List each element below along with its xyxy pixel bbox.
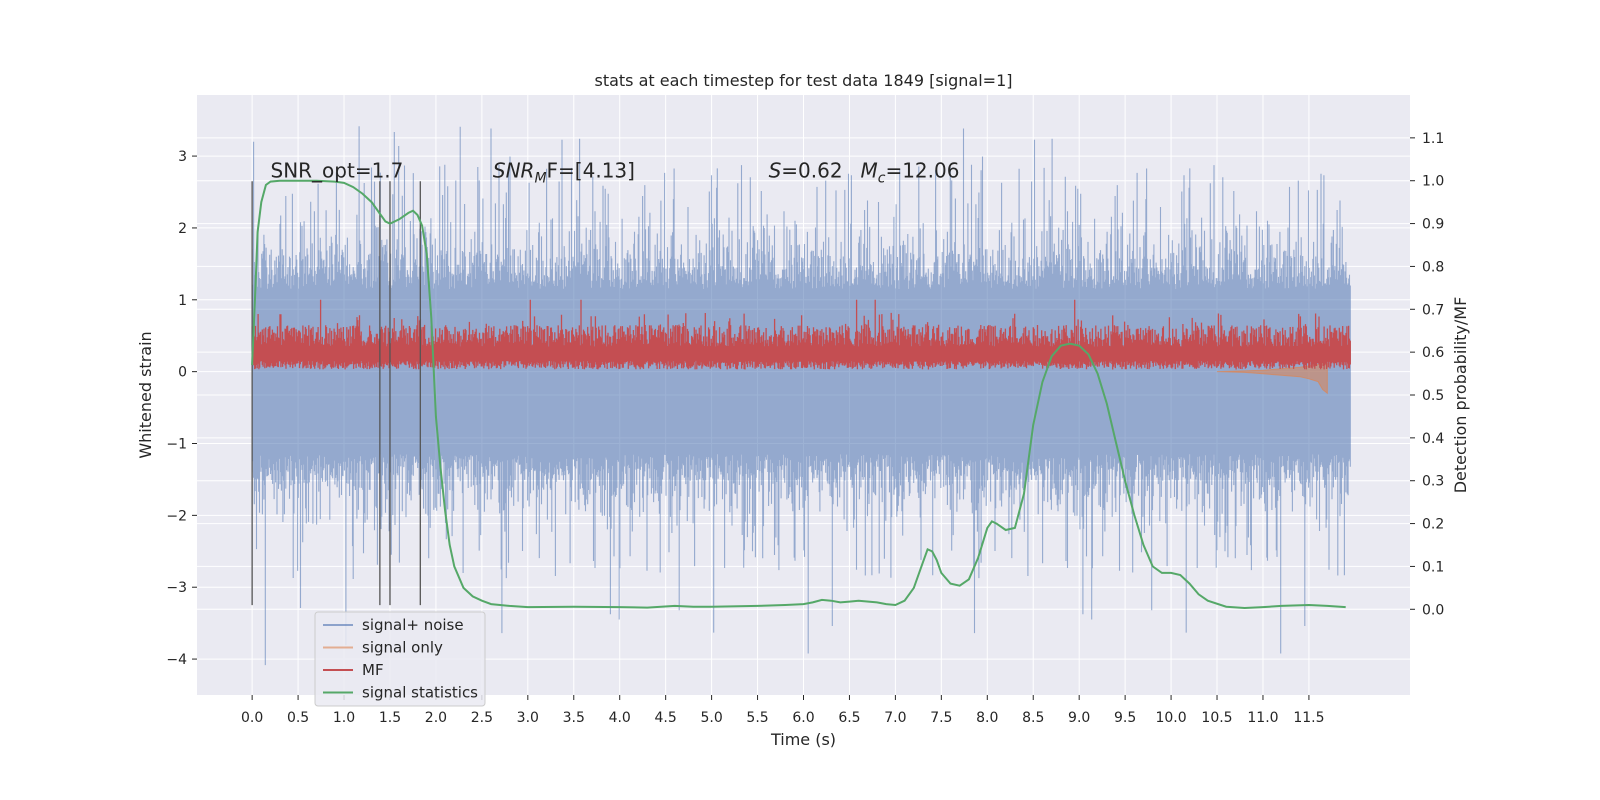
y-tick-label-left: −1 bbox=[166, 437, 187, 453]
annotation-mc: Mc=12.06 bbox=[860, 159, 959, 187]
x-tick-label: 5.5 bbox=[746, 710, 768, 726]
x-tick-label: 6.5 bbox=[838, 710, 860, 726]
y-tick-label-left: 3 bbox=[178, 149, 187, 165]
x-axis-label: Time (s) bbox=[770, 730, 836, 749]
legend-entry-label: signal statistics bbox=[362, 684, 478, 702]
series-signal-only bbox=[1216, 361, 1328, 395]
axis-ticks: 0.0 0.5 1.0 1.5 2.0 2.5 3.0 3.5 4.0 4.5 5.0 5.5 6.0 6… bbox=[166, 131, 1444, 726]
y-tick-label-left: 1 bbox=[178, 293, 187, 309]
y-tick-label-left: −4 bbox=[166, 652, 187, 668]
y-tick-label-left: 0 bbox=[178, 365, 187, 381]
x-tick-label: 9.0 bbox=[1068, 710, 1090, 726]
y-tick-label-right: 0.8 bbox=[1422, 259, 1444, 275]
annotation-snr-mf-symbol: SNR bbox=[493, 159, 535, 183]
line-signal-statistics bbox=[251, 179, 1346, 610]
x-tick-label: 0.0 bbox=[241, 710, 263, 726]
series-signal-statistics bbox=[251, 179, 1346, 610]
x-tick-label: 8.5 bbox=[1022, 710, 1044, 726]
x-tick-label: 6.0 bbox=[792, 710, 814, 726]
y-tick-label-right: 0.7 bbox=[1422, 302, 1444, 318]
y-tick-label-right: 1.0 bbox=[1422, 174, 1444, 190]
y-tick-label-right: 0.6 bbox=[1422, 345, 1444, 361]
annotation-snr-mf-subscript: M bbox=[534, 171, 546, 187]
x-tick-label: 9.5 bbox=[1114, 710, 1136, 726]
annotation-s-symbol: S bbox=[769, 159, 782, 183]
x-tick-label: 4.0 bbox=[609, 710, 631, 726]
y-tick-label-right: 0.5 bbox=[1422, 388, 1444, 404]
annotation-snr-mf: SNRMF=[4.13] bbox=[493, 159, 635, 187]
x-tick-label: 0.5 bbox=[287, 710, 309, 726]
x-tick-label: 7.0 bbox=[884, 710, 906, 726]
y-axis-left-label: Whitened strain bbox=[136, 331, 155, 458]
x-tick-label: 5.0 bbox=[700, 710, 722, 726]
annotation-s: S=0.62 bbox=[769, 159, 843, 183]
x-tick-label: 11.5 bbox=[1293, 710, 1324, 726]
x-tick-label: 2.5 bbox=[471, 710, 493, 726]
x-tick-label: 3.5 bbox=[563, 710, 585, 726]
x-tick-label: 2.0 bbox=[425, 710, 447, 726]
y-tick-label-left: 2 bbox=[178, 221, 187, 237]
legend-entry-label: MF bbox=[362, 661, 384, 679]
vertical-markers bbox=[251, 181, 421, 606]
y-tick-label-right: 0.9 bbox=[1422, 217, 1444, 233]
y-tick-label-right: 0.4 bbox=[1422, 431, 1444, 447]
annotations: SNR_opt=1.7 SNRMF=[4.13] S=0.62 Mc=12.06 bbox=[271, 159, 960, 187]
annotation-s-value: =0.62 bbox=[781, 159, 842, 183]
y-tick-label-left: −3 bbox=[166, 580, 187, 596]
chart-title: stats at each timestep for test data 184… bbox=[594, 71, 1012, 90]
legend-box bbox=[314, 611, 486, 707]
annotation-mc-value: =12.06 bbox=[885, 159, 959, 183]
x-tick-label: 3.0 bbox=[517, 710, 539, 726]
y-tick-label-left: −2 bbox=[166, 508, 187, 524]
annotation-mc-symbol: M bbox=[860, 159, 877, 183]
annotation-mc-subscript: c bbox=[878, 171, 886, 187]
y-tick-label-right: 1.1 bbox=[1422, 131, 1444, 147]
line-signal-only bbox=[1216, 361, 1328, 395]
annotation-snr-opt: SNR_opt=1.7 bbox=[271, 159, 404, 183]
y-axis-right-label: Detection probability/MF bbox=[1451, 297, 1470, 494]
legend-entry-label: signal+ noise bbox=[362, 616, 464, 634]
legend: signal+ noise signal only MF signal statist… bbox=[314, 611, 486, 707]
x-tick-label: 4.5 bbox=[655, 710, 677, 726]
y-tick-label-right: 0.1 bbox=[1422, 559, 1444, 575]
legend-entry-label: signal only bbox=[362, 639, 443, 657]
y-tick-label-right: 0.2 bbox=[1422, 517, 1444, 533]
x-tick-label: 1.5 bbox=[379, 710, 401, 726]
annotation-snr-mf-value: F=[4.13] bbox=[547, 159, 635, 183]
x-tick-label: 1.0 bbox=[333, 710, 355, 726]
x-tick-label: 10.5 bbox=[1201, 710, 1232, 726]
y-tick-label-right: 0.0 bbox=[1422, 602, 1444, 618]
y-tick-label-right: 0.3 bbox=[1422, 474, 1444, 490]
x-tick-label: 8.0 bbox=[976, 710, 998, 726]
x-tick-label: 7.5 bbox=[930, 710, 952, 726]
x-tick-label: 11.0 bbox=[1247, 710, 1278, 726]
x-tick-label: 10.0 bbox=[1155, 710, 1186, 726]
